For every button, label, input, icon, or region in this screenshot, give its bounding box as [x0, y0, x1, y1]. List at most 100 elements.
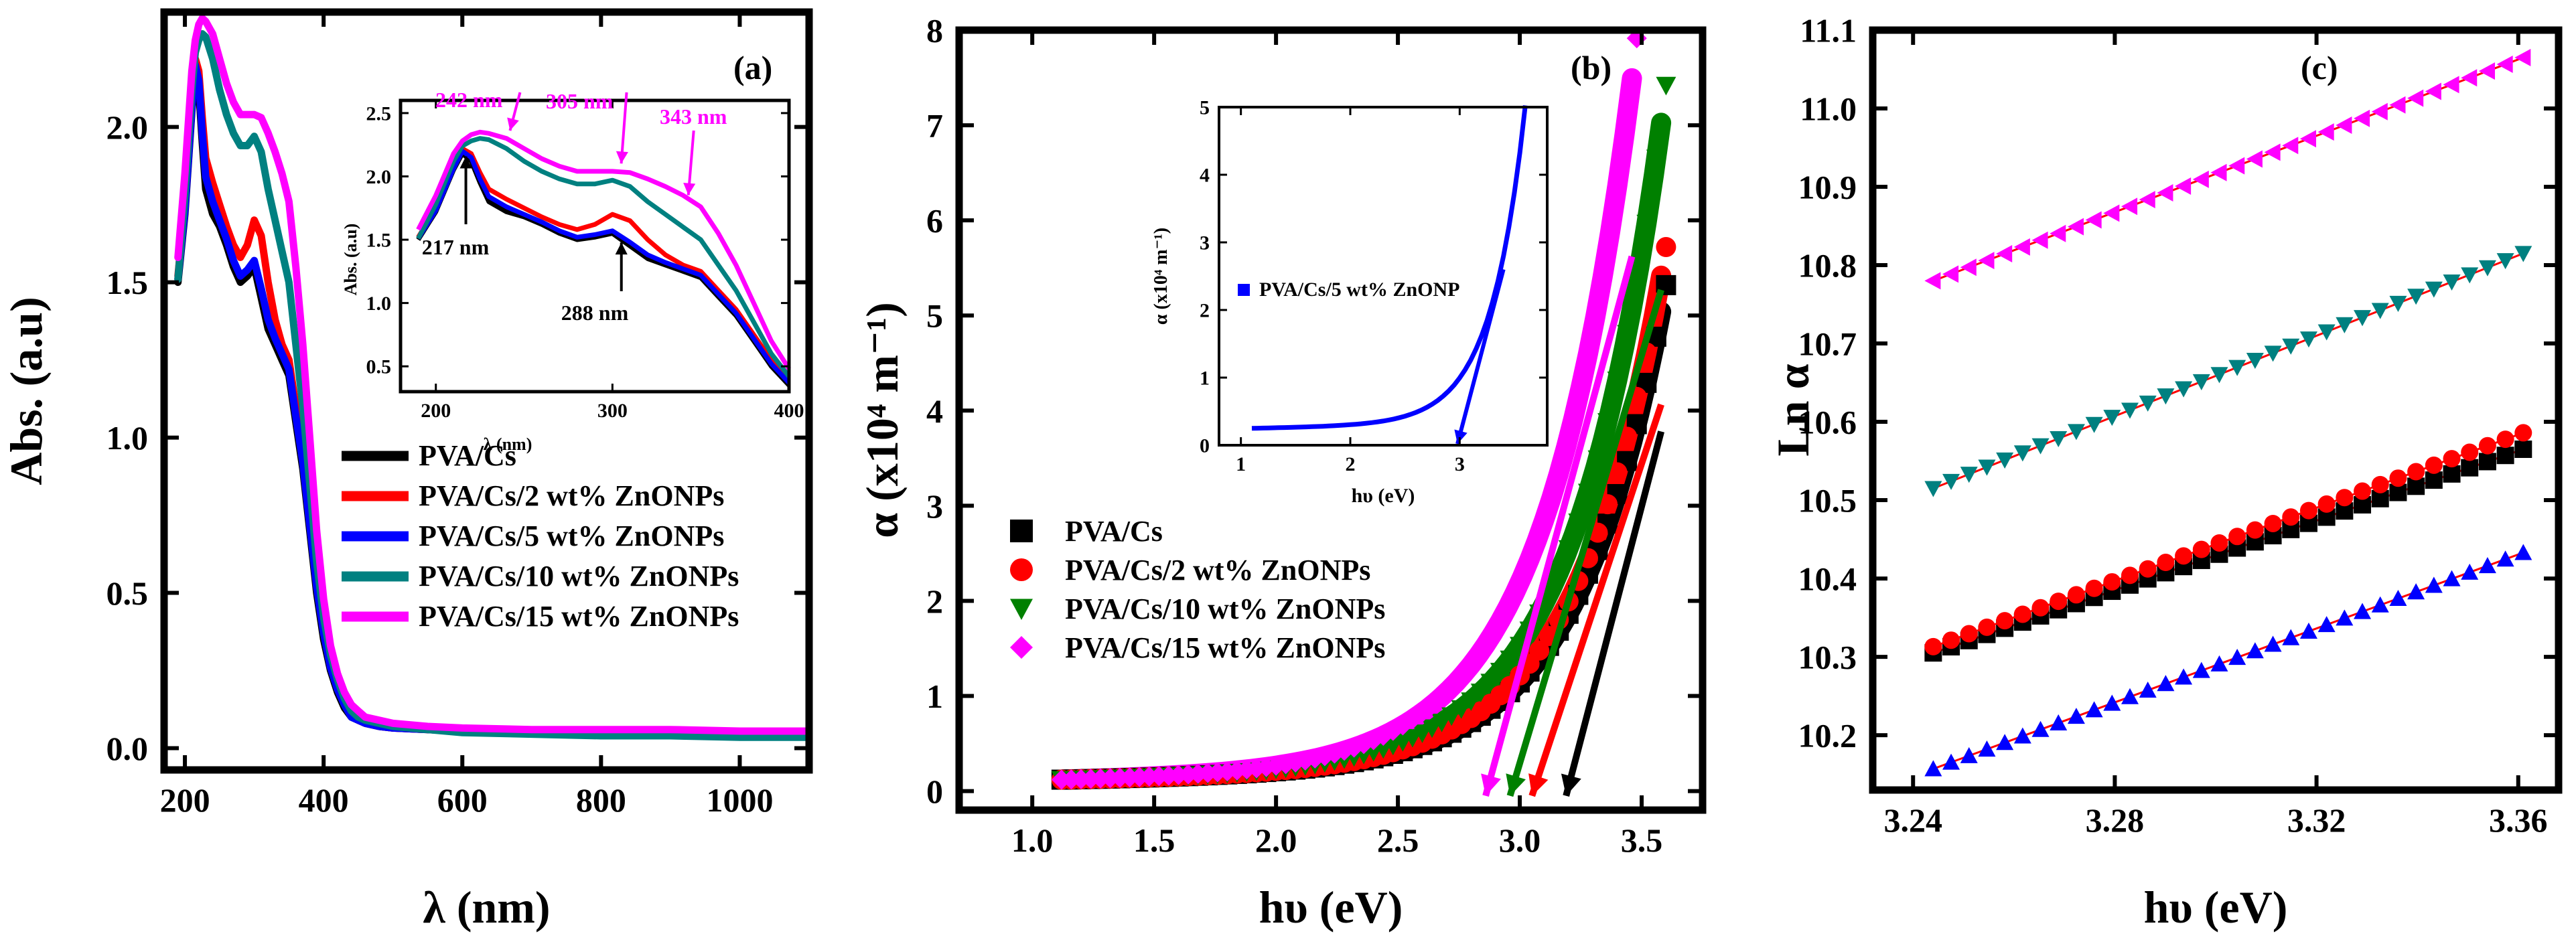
data-point — [2354, 310, 2372, 327]
data-point — [2175, 177, 2192, 195]
inset-a: 200 300 400 0.5 1.0 1.5 2.0 2.5 λ (nm) Abs. (a.u)… — [341, 88, 804, 454]
data-point — [2371, 303, 2389, 319]
y-axis-label: Abs. (a.u) — [1, 297, 52, 485]
data-point — [1461, 692, 1482, 711]
data-point — [2067, 708, 2085, 724]
data-point — [2443, 274, 2461, 291]
inset-legend-marker — [1238, 284, 1250, 296]
legend-label: PVA/Cs/15 wt% ZnONPs — [1065, 631, 1385, 664]
inset-tangent-arrow — [1455, 268, 1506, 445]
legend-label: PVA/Cs — [1065, 515, 1163, 548]
inset-series-line — [416, 129, 791, 370]
data-point — [2354, 603, 2372, 619]
y-tick-label: 1 — [1200, 368, 1210, 390]
y-tick-label: 0 — [1200, 435, 1210, 457]
data-point — [1500, 593, 1520, 613]
data-point — [2085, 416, 2103, 433]
y-tick-label: 5 — [926, 297, 943, 335]
data-point — [1490, 611, 1510, 631]
inset-x-axis-label: hυ (eV) — [1352, 485, 1415, 507]
data-point — [2264, 635, 2282, 652]
y-tick-label: 5 — [1200, 97, 1210, 119]
data-point — [1529, 640, 1550, 661]
x-tick-label: 3.24 — [1883, 801, 1942, 839]
y-axis-label: α (x10⁴ m⁻¹) — [857, 302, 908, 538]
data-point — [1646, 149, 1666, 169]
plot-frame — [1869, 26, 2563, 794]
x-axis-label: hυ (eV) — [1259, 882, 1403, 933]
data-point — [2175, 381, 2193, 398]
data-point — [2031, 231, 2048, 249]
y-tick-label: 3 — [1200, 232, 1210, 254]
data-point — [2425, 456, 2443, 474]
legend-marker — [1010, 636, 1033, 659]
data-point — [2461, 459, 2479, 477]
data-point — [1597, 238, 1618, 258]
x-tick-label: 300 — [597, 400, 628, 422]
data-point — [2210, 655, 2228, 672]
data-point — [1996, 452, 2014, 469]
data-point — [2443, 465, 2461, 483]
x-tick-label: 3.0 — [1499, 821, 1541, 859]
data-point — [2013, 445, 2031, 462]
x-tick-label: 3 — [1455, 453, 1465, 475]
data-point — [2067, 424, 2085, 441]
data-point — [1960, 746, 1978, 763]
data-point — [2282, 508, 2300, 526]
y-tick-label: 2 — [1200, 300, 1210, 322]
x-tick-label: 3.28 — [2086, 801, 2145, 839]
data-point — [2371, 102, 2388, 121]
y-tick-label: 2.5 — [366, 102, 392, 125]
legend-label: PVA/Cs/2 wt% ZnONPs — [1065, 554, 1370, 586]
data-point — [1597, 494, 1618, 515]
y-tick-label: 0.5 — [106, 574, 149, 612]
data-point — [2157, 388, 2175, 405]
data-point — [2425, 82, 2441, 100]
data-point — [2514, 544, 2532, 560]
data-point — [1617, 325, 1638, 344]
tangent-extrapolation-arrow-head — [1528, 773, 1549, 796]
absorbance-series-line — [174, 67, 813, 740]
data-point — [2299, 331, 2317, 348]
legend-marker — [1010, 558, 1033, 581]
y-tick-label: 1.5 — [366, 230, 392, 252]
data-point — [2407, 583, 2425, 600]
data-point — [1510, 572, 1530, 593]
data-point — [2407, 463, 2425, 481]
panel-label: (b) — [1571, 49, 1612, 86]
y-tick-label: 2.0 — [366, 166, 392, 188]
data-point — [2389, 589, 2407, 607]
y-tick-label: 1.0 — [106, 419, 149, 457]
legend-marker — [1010, 599, 1033, 620]
data-point — [2210, 367, 2228, 384]
x-tick-label: 3.36 — [2489, 801, 2548, 839]
legend-marker — [1010, 520, 1033, 542]
tangent-extrapolation-arrow-head — [1481, 773, 1501, 796]
data-point — [1924, 272, 1941, 290]
data-point — [1587, 450, 1608, 469]
x-tick-label: 400 — [299, 781, 349, 819]
y-tick-label: 10.6 — [1798, 404, 1857, 441]
data-point — [1422, 719, 1443, 738]
panel-a: 200 400 600 800 1000 0.0 0.5 1.0 1.5 2.0 λ (nm) Abs… — [1, 8, 813, 933]
data-point — [2192, 540, 2210, 558]
data-point — [2246, 521, 2264, 539]
data-point — [2425, 471, 2443, 489]
panel-label: (a) — [733, 49, 772, 86]
inset-series-line — [416, 136, 791, 378]
inset-series-line — [416, 151, 791, 387]
data-point — [1480, 674, 1501, 693]
data-point — [2157, 554, 2175, 572]
tangent-extrapolation-arrow — [1528, 403, 1664, 797]
inset-peak-label: 242 nm — [435, 88, 503, 112]
data-point — [1441, 707, 1462, 726]
inset-peak-arrow-head — [459, 156, 472, 169]
data-point — [2157, 184, 2173, 202]
inset-tangent-arrow-head — [1454, 429, 1468, 444]
inset-frame — [399, 98, 791, 394]
data-point — [2228, 360, 2246, 376]
data-point — [2496, 447, 2514, 465]
data-point — [2246, 352, 2264, 370]
y-tick-label: 2 — [926, 582, 943, 620]
y-tick-label: 10.3 — [1798, 639, 1857, 676]
